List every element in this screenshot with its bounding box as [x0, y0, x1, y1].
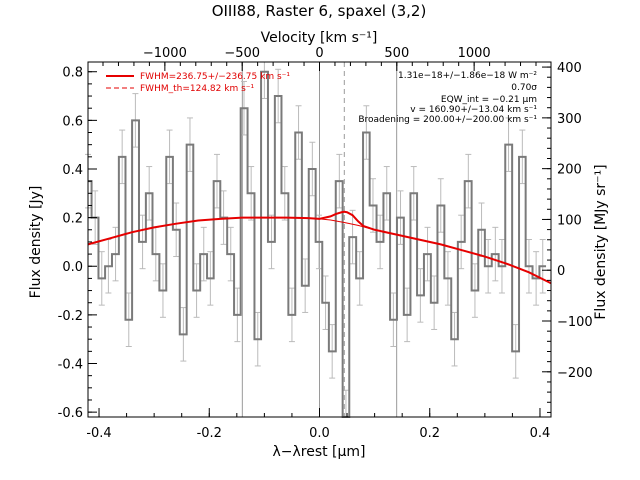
annotation-sigma: 0.70σ [511, 83, 537, 93]
legend-label-fwhm: FWHM=236.75+/−236.75 km s⁻¹ [140, 72, 290, 82]
x2-tick-label: −500 [224, 46, 260, 61]
x-tick-label: 0.4 [530, 426, 551, 441]
x2-tick-label: 0 [315, 46, 323, 61]
y-axis-title: Flux density [Jy] [28, 186, 44, 299]
x2-tick-label: −1000 [143, 46, 187, 61]
annotation-flux: 1.31e−18+/−1.86e−18 W m⁻² [398, 71, 537, 81]
model-series [87, 210, 552, 285]
x-tick-label: 0.0 [309, 426, 330, 441]
y2-tick-label: 200 [557, 163, 582, 178]
x2-tick-label: 500 [384, 46, 409, 61]
y-tick-label: 0.2 [62, 212, 83, 227]
legend: FWHM=236.75+/−236.75 km s⁻¹ FWHM_th=124.… [106, 72, 290, 94]
spectrum-series [88, 70, 547, 418]
y-tick-label: 0.0 [62, 260, 83, 275]
y2-tick-label: 0 [557, 264, 565, 279]
annotations: 1.31e−18+/−1.86e−18 W m⁻² 0.70σ EQW_int … [358, 71, 537, 125]
x-axis-title: λ−λrest [μm] [272, 444, 365, 460]
legend-label-fwhm-th: FWHM_th=124.82 km s⁻¹ [140, 84, 255, 94]
y2-tick-label: −200 [557, 366, 593, 381]
y-tick-label: 0.8 [62, 66, 83, 81]
x-tick-label: 0.2 [419, 426, 440, 441]
axis-ticks: -0.4 -0.2 0.0 0.2 0.4-0.6-0.4-0.20.00.20.40.… [58, 46, 593, 441]
y2-tick-label: 400 [557, 61, 582, 76]
y-tick-label: 0.6 [62, 114, 83, 129]
y-tick-label: -0.2 [58, 309, 83, 324]
spectrum-line [88, 70, 547, 418]
y2-axis-title: Flux density [MJy sr⁻¹] [593, 164, 609, 319]
x2-tick-label: 1000 [458, 46, 491, 61]
plot-frame [87, 61, 552, 418]
y-tick-label: -0.4 [58, 358, 83, 373]
y2-tick-label: 100 [557, 213, 582, 228]
x2-axis-title: Velocity [km s⁻¹] [261, 30, 378, 46]
chart-title: OIII88, Raster 6, spaxel (3,2) [212, 2, 427, 20]
y-tick-label: -0.6 [58, 406, 83, 421]
y2-tick-label: 300 [557, 112, 582, 127]
x-tick-label: -0.2 [197, 426, 222, 441]
x-tick-label: -0.4 [86, 426, 111, 441]
model-fit-line [87, 210, 552, 285]
annotation-eqw: EQW_int = −0.21 μm [441, 95, 537, 105]
y-tick-label: 0.4 [62, 163, 83, 178]
y2-tick-label: −100 [557, 315, 593, 330]
annotation-velocity: v = 160.90+/−13.04 km s⁻¹ [410, 105, 537, 115]
annotation-broadening: Broadening = 200.00+/−200.00 km s⁻¹ [358, 115, 537, 125]
